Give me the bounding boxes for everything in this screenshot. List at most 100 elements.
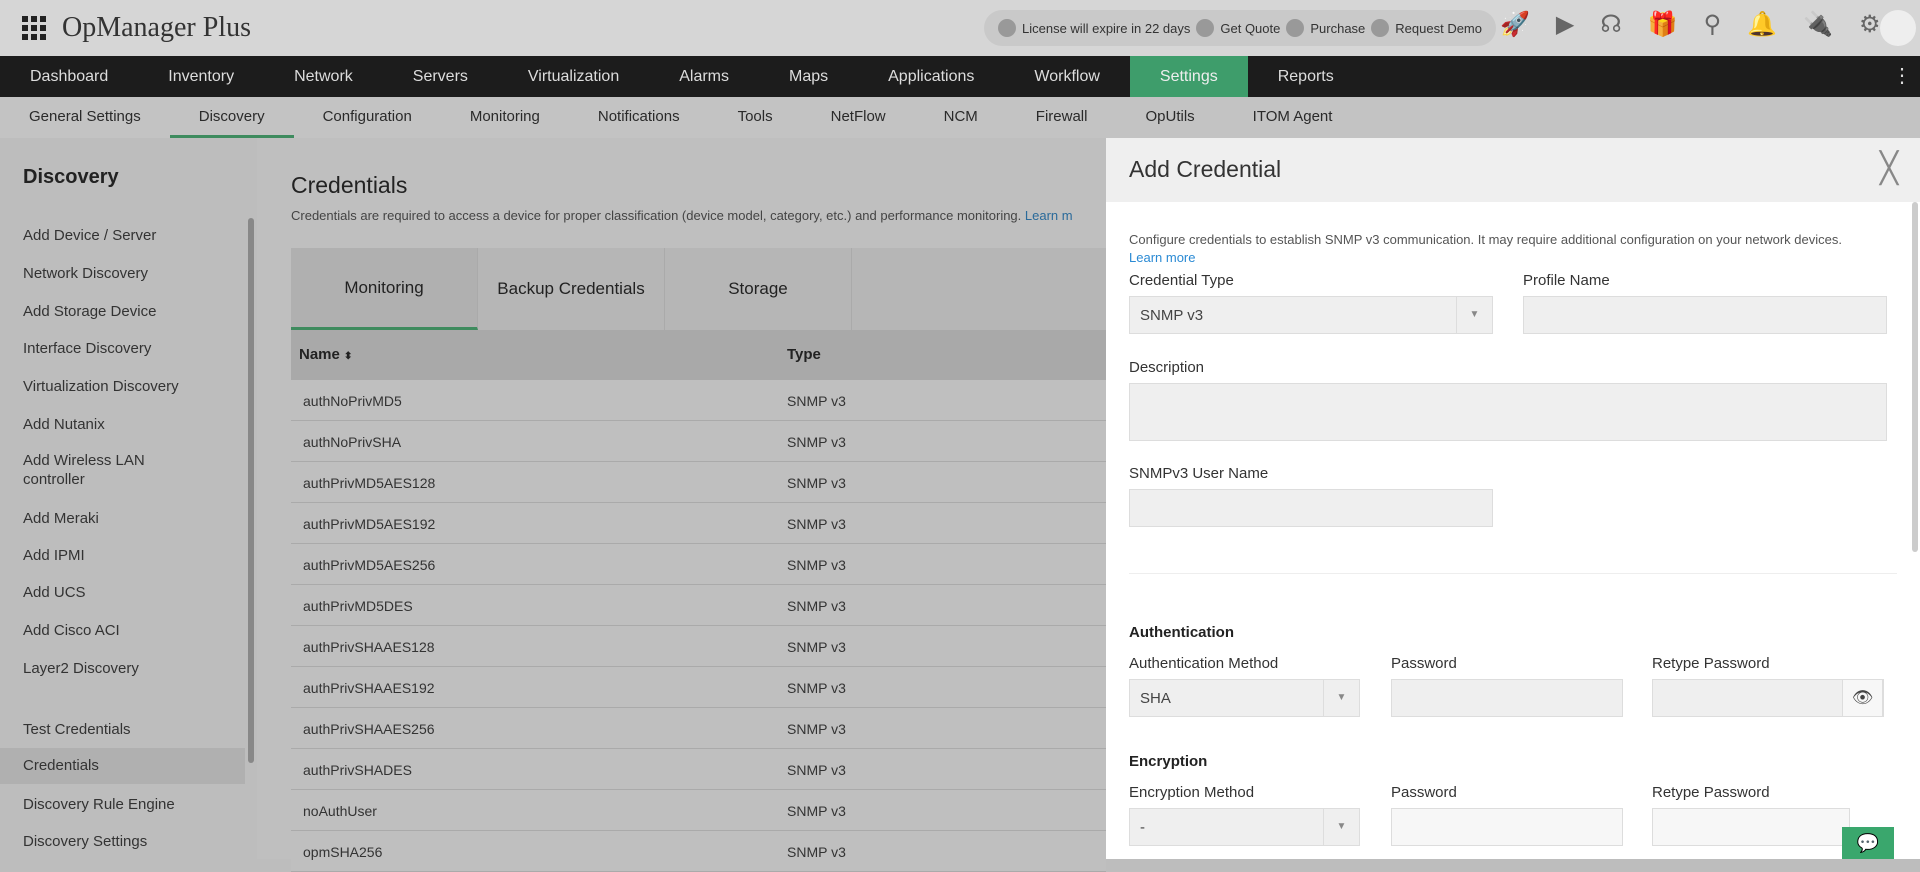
table-row[interactable]: opmSHA256 SNMP v3 — [291, 831, 1106, 872]
sidebar-item[interactable]: Add Device / Server — [23, 227, 157, 244]
subnav-monitoring[interactable]: Monitoring — [469, 108, 540, 125]
table-row[interactable]: authPrivMD5AES256 SNMP v3 — [291, 544, 1106, 585]
auth-method-select[interactable]: SHA ▼ — [1129, 679, 1360, 717]
purchase-link[interactable]: Purchase — [1310, 20, 1366, 36]
sidebar: Discovery Add Device / Server Network Dis… — [0, 138, 257, 859]
sidebar-item[interactable]: Virtualization Discovery — [23, 378, 179, 395]
tab-monitoring[interactable]: Monitoring — [291, 248, 478, 330]
cell-type: SNMP v3 — [787, 475, 846, 491]
sidebar-item[interactable]: Add Nutanix — [23, 416, 105, 433]
auth-password-input[interactable] — [1391, 679, 1623, 717]
subnav-notifications[interactable]: Notifications — [597, 108, 680, 125]
cell-type: SNMP v3 — [787, 434, 846, 450]
sidebar-item[interactable]: Credentials — [0, 748, 245, 784]
subnav-itom-agent[interactable]: ITOM Agent — [1252, 108, 1333, 125]
chevron-down-icon[interactable]: ▼ — [1456, 297, 1492, 333]
close-icon[interactable]: ╳ — [1879, 152, 1898, 185]
nav-settings[interactable]: Settings — [1129, 56, 1248, 97]
table-row[interactable]: authPrivSHADES SNMP v3 — [291, 749, 1106, 790]
nav-virtualization[interactable]: Virtualization — [527, 68, 620, 85]
nav-inventory[interactable]: Inventory — [168, 68, 235, 85]
subnav-ncm[interactable]: NCM — [943, 108, 978, 125]
learn-more-link[interactable]: Learn m — [1024, 208, 1073, 223]
plug-icon[interactable]: 🔌 — [1803, 11, 1833, 38]
chat-icon[interactable]: 💬 — [1842, 827, 1894, 859]
tab-backup-credentials[interactable]: Backup Credentials — [478, 248, 665, 330]
more-menu-icon[interactable]: ⋮ — [1892, 65, 1912, 87]
subnav-general-settings[interactable]: General Settings — [29, 108, 141, 125]
subnav-firewall[interactable]: Firewall — [1035, 108, 1088, 125]
subnav-oputils[interactable]: OpUtils — [1145, 108, 1195, 125]
table-row[interactable]: authPrivMD5DES SNMP v3 — [291, 585, 1106, 626]
enc-method-select[interactable]: - ▼ — [1129, 808, 1360, 846]
sidebar-item[interactable]: Discovery Rule Engine — [23, 796, 175, 813]
get-quote-link[interactable]: Get Quote — [1220, 20, 1281, 36]
avatar[interactable] — [1880, 10, 1916, 46]
table-row[interactable]: noAuthUser SNMP v3 — [291, 790, 1106, 831]
credential-type-select[interactable]: SNMP v3 ▼ — [1129, 296, 1493, 334]
sidebar-item[interactable]: Layer2 Discovery — [23, 660, 139, 677]
column-type[interactable]: Type — [787, 346, 821, 363]
authentication-heading: Authentication — [1129, 624, 1234, 641]
chevron-down-icon[interactable]: ▼ — [1323, 809, 1359, 845]
nav-alarms[interactable]: Alarms — [679, 68, 729, 85]
search-icon[interactable]: ⚲ — [1703, 11, 1722, 38]
nav-reports[interactable]: Reports — [1277, 68, 1334, 85]
sidebar-item[interactable]: Add Meraki — [23, 510, 99, 527]
description-label: Description — [1129, 359, 1205, 376]
profile-name-input[interactable] — [1523, 296, 1887, 334]
sidebar-item[interactable]: Interface Discovery — [23, 340, 152, 357]
subnav-discovery[interactable]: Discovery — [169, 97, 294, 138]
table-row[interactable]: authPrivMD5AES192 SNMP v3 — [291, 503, 1106, 544]
table-row[interactable]: authPrivSHAAES256 SNMP v3 — [291, 708, 1106, 749]
cell-type: SNMP v3 — [787, 844, 846, 860]
nav-applications[interactable]: Applications — [888, 68, 975, 85]
license-text[interactable]: License will expire in 22 days — [1022, 20, 1191, 36]
sort-icon[interactable]: ⬍ — [344, 351, 353, 362]
auth-password-label: Password — [1391, 655, 1457, 672]
enc-method-label: Encryption Method — [1129, 784, 1255, 801]
table-row[interactable]: authPrivSHAAES128 SNMP v3 — [291, 626, 1106, 667]
sidebar-item[interactable]: Discovery Settings — [23, 833, 148, 850]
chevron-down-icon[interactable]: ▼ — [1323, 680, 1359, 716]
sidebar-item[interactable]: Add Storage Device — [23, 303, 157, 320]
sidebar-item[interactable]: Network Discovery — [23, 265, 149, 282]
learn-more-link[interactable]: Learn more — [1129, 250, 1196, 265]
nav-dashboard[interactable]: Dashboard — [30, 68, 109, 85]
sidebar-item[interactable]: Add Wireless LAN controller — [23, 452, 145, 488]
panel-scrollbar[interactable] — [1912, 202, 1918, 552]
sidebar-item[interactable]: Add UCS — [23, 584, 86, 601]
sidebar-item[interactable]: Add IPMI — [23, 547, 85, 564]
eye-icon[interactable]: 👁 — [1842, 679, 1883, 717]
nav-network[interactable]: Network — [294, 68, 353, 85]
description-input[interactable] — [1129, 383, 1887, 441]
table-row[interactable]: authPrivSHAAES192 SNMP v3 — [291, 667, 1106, 708]
gear-icon[interactable]: ⚙ — [1858, 11, 1881, 38]
nav-servers[interactable]: Servers — [412, 68, 468, 85]
headset-icon[interactable]: ☊ — [1600, 11, 1622, 38]
bell-icon[interactable]: 🔔 — [1747, 11, 1778, 38]
rocket-icon[interactable]: 🚀 — [1500, 11, 1530, 38]
sidebar-item[interactable]: Add Cisco ACI — [23, 622, 120, 639]
nav-workflow[interactable]: Workflow — [1034, 68, 1100, 85]
video-icon[interactable]: ▶ — [1555, 11, 1575, 38]
table-row[interactable]: authNoPrivSHA SNMP v3 — [291, 421, 1106, 462]
column-name[interactable]: Name ⬍ — [299, 346, 352, 363]
auth-retype-input[interactable]: 👁 — [1652, 679, 1884, 717]
table-row[interactable]: authPrivMD5AES128 SNMP v3 — [291, 462, 1106, 503]
user-name-input[interactable] — [1129, 489, 1493, 527]
tab-storage[interactable]: Storage — [665, 248, 852, 330]
nav-maps[interactable]: Maps — [789, 68, 829, 85]
app-grid-icon[interactable] — [22, 16, 46, 40]
license-bar: License will expire in 22 days Get Quote… — [984, 10, 1496, 46]
table-row[interactable]: authNoPrivMD5 SNMP v3 — [291, 380, 1106, 421]
request-demo-link[interactable]: Request Demo — [1395, 20, 1482, 36]
gift-icon[interactable]: 🎁 — [1647, 11, 1678, 38]
subnav-configuration[interactable]: Configuration — [322, 108, 412, 125]
subnav-tools[interactable]: Tools — [737, 108, 773, 125]
sidebar-scrollbar[interactable] — [248, 218, 254, 763]
sidebar-item[interactable]: Test Credentials — [23, 721, 131, 738]
enc-retype-input[interactable] — [1652, 808, 1850, 846]
subnav-netflow[interactable]: NetFlow — [830, 108, 886, 125]
enc-password-input[interactable] — [1391, 808, 1623, 846]
